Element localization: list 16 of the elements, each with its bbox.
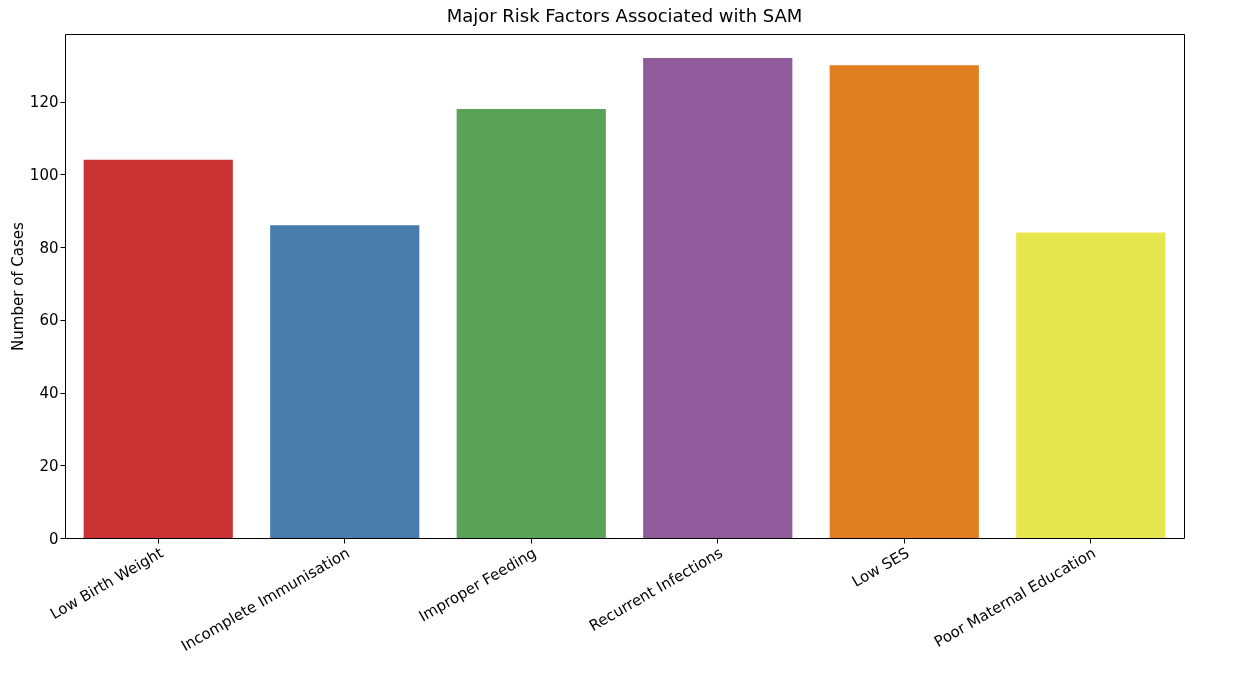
y-tick-label: 0 bbox=[48, 529, 59, 548]
chart-title: Major Risk Factors Associated with SAM bbox=[446, 5, 803, 26]
bar bbox=[829, 65, 979, 538]
y-tick-label: 80 bbox=[39, 238, 59, 257]
bar bbox=[456, 108, 606, 538]
bar bbox=[270, 225, 420, 538]
bar bbox=[643, 58, 793, 538]
x-tick-label: Low SES bbox=[848, 543, 913, 591]
y-tick-label: 20 bbox=[39, 456, 59, 475]
y-tick-label: 40 bbox=[39, 384, 59, 403]
y-axis-title: Number of Cases bbox=[8, 221, 27, 351]
y-tick-label: 120 bbox=[29, 93, 59, 112]
y-tick-label: 100 bbox=[29, 165, 59, 184]
y-tick-label: 60 bbox=[39, 311, 59, 330]
bar bbox=[83, 159, 233, 538]
bar bbox=[1016, 232, 1166, 538]
